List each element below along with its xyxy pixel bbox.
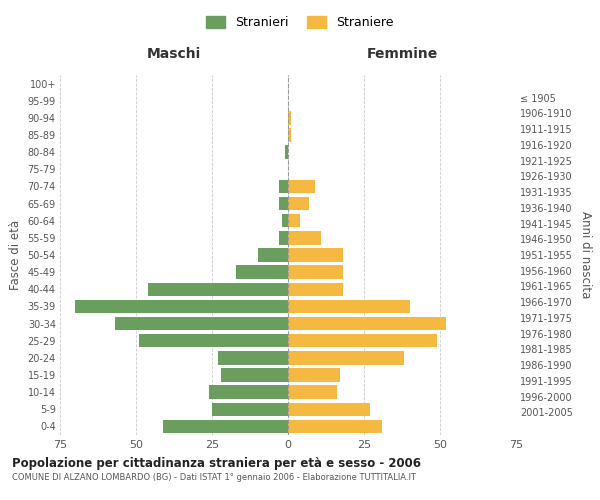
Bar	[288, 420, 382, 433]
Bar	[212, 402, 288, 416]
Bar	[288, 317, 446, 330]
Bar	[282, 214, 288, 228]
Bar	[285, 146, 288, 159]
Bar	[288, 111, 291, 124]
Text: Femmine: Femmine	[367, 48, 437, 62]
Bar	[218, 351, 288, 364]
Bar	[288, 231, 322, 244]
Bar	[163, 420, 288, 433]
Bar	[288, 266, 343, 279]
Bar	[221, 368, 288, 382]
Bar	[236, 266, 288, 279]
Bar	[257, 248, 288, 262]
Bar	[288, 300, 410, 313]
Bar	[288, 386, 337, 399]
Bar	[288, 197, 309, 210]
Bar	[288, 214, 300, 228]
Text: Popolazione per cittadinanza straniera per età e sesso - 2006: Popolazione per cittadinanza straniera p…	[12, 458, 421, 470]
Bar	[288, 282, 343, 296]
Bar	[209, 386, 288, 399]
Bar	[288, 402, 370, 416]
Bar	[288, 128, 291, 141]
Bar	[288, 334, 437, 347]
Bar	[279, 180, 288, 193]
Bar	[75, 300, 288, 313]
Bar	[139, 334, 288, 347]
Bar	[288, 180, 316, 193]
Legend: Stranieri, Straniere: Stranieri, Straniere	[202, 11, 398, 34]
Bar	[279, 231, 288, 244]
Bar	[288, 248, 343, 262]
Y-axis label: Fasce di età: Fasce di età	[9, 220, 22, 290]
Bar	[115, 317, 288, 330]
Bar	[279, 197, 288, 210]
Bar	[288, 351, 404, 364]
Text: Maschi: Maschi	[147, 48, 201, 62]
Text: COMUNE DI ALZANO LOMBARDO (BG) - Dati ISTAT 1° gennaio 2006 - Elaborazione TUTTI: COMUNE DI ALZANO LOMBARDO (BG) - Dati IS…	[12, 472, 416, 482]
Bar	[288, 368, 340, 382]
Y-axis label: Anni di nascita: Anni di nascita	[578, 212, 592, 298]
Bar	[148, 282, 288, 296]
